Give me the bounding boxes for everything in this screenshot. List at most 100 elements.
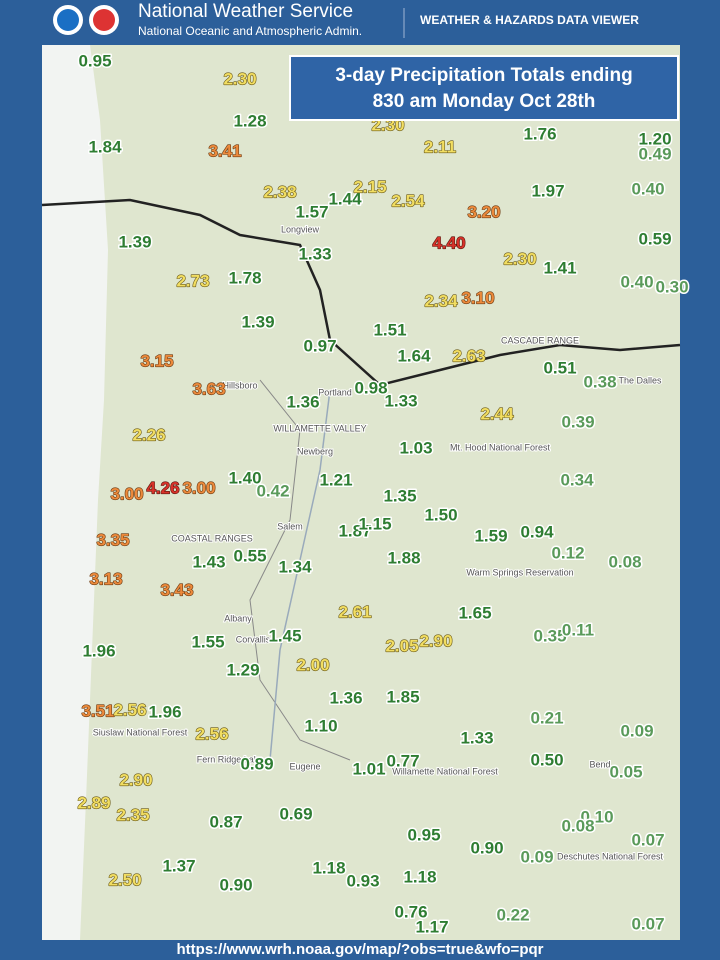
- precip-value: 1.39: [241, 312, 274, 331]
- place-label: Willamette National Forest: [392, 766, 498, 776]
- ocean: [42, 45, 108, 940]
- precip-value: 2.54: [391, 191, 425, 210]
- place-labels: Longview Hillsboro Portland Newberg Salem Alb…: [92, 223, 665, 862]
- precip-value: 3.15: [140, 351, 173, 370]
- precip-value: 3.51: [81, 701, 114, 720]
- precip-value: 1.57: [295, 202, 328, 221]
- precip-value: 0.93: [346, 871, 379, 890]
- precip-value: 0.40: [620, 272, 653, 291]
- precip-value: 1.84: [88, 137, 122, 156]
- precip-value: 2.34: [424, 291, 458, 310]
- precip-value: 1.59: [474, 526, 507, 545]
- precip-value: 0.09: [620, 721, 653, 740]
- precip-value: 3.00: [182, 478, 215, 497]
- header-subtitle: National Oceanic and Atmospheric Admin.: [138, 24, 362, 38]
- place-label: Eugene: [289, 761, 320, 771]
- precip-value: 1.33: [384, 391, 417, 410]
- precip-value: 3.43: [160, 580, 193, 599]
- precip-value: 0.76: [394, 902, 427, 921]
- precip-value: 3.35: [96, 530, 129, 549]
- precip-value: 0.07: [631, 914, 664, 933]
- header-bar: [0, 0, 720, 45]
- precip-value: 0.55: [233, 546, 266, 565]
- precip-value: 3.41: [208, 141, 241, 160]
- precip-value: 0.69: [279, 804, 312, 823]
- precip-value: 1.87: [338, 521, 371, 540]
- precip-value: 1.78: [228, 268, 261, 287]
- precip-value: 3.10: [461, 288, 494, 307]
- precip-value: 0.40: [631, 179, 664, 198]
- precip-value: 2.90: [419, 631, 452, 650]
- precip-value: 0.90: [219, 875, 252, 894]
- state-border: [41, 198, 681, 387]
- precip-value: 1.03: [399, 438, 432, 457]
- precip-value: 0.89: [240, 754, 273, 773]
- precip-value: 1.96: [82, 641, 115, 660]
- precip-value: 2.15: [353, 177, 386, 196]
- precip-value: 1.29: [226, 660, 259, 679]
- precip-value: 0.11: [562, 620, 594, 639]
- place-label: Newberg: [297, 446, 333, 456]
- precip-value: 2.50: [108, 870, 141, 889]
- precip-value: 2.26: [132, 425, 165, 444]
- precip-value: 1.50: [424, 505, 457, 524]
- precip-value: 1.43: [192, 552, 225, 571]
- precip-value: 1.39: [118, 232, 151, 251]
- precip-value: 2.11: [424, 137, 456, 156]
- precip-value: 1.28: [233, 111, 266, 130]
- precip-value: 0.94: [520, 522, 554, 541]
- precip-value: 2.63: [452, 346, 485, 365]
- precip-value: 2.90: [119, 770, 152, 789]
- noaa-logo-inner: [57, 9, 79, 31]
- precip-value: 1.85: [386, 687, 419, 706]
- precip-value: 0.21: [530, 708, 563, 727]
- place-label: WILLAMETTE VALLEY: [273, 423, 366, 433]
- precip-value: 0.34: [560, 470, 594, 489]
- precip-value: 1.97: [531, 181, 564, 200]
- precip-value: 1.44: [328, 189, 362, 208]
- precip-value: 1.36: [329, 688, 362, 707]
- place-label: Albany: [224, 613, 252, 623]
- precip-value: 0.38: [583, 372, 616, 391]
- precip-value: 0.49: [638, 144, 671, 163]
- precip-value: 2.61: [338, 602, 371, 621]
- precip-value: 3.13: [89, 569, 122, 588]
- place-label: Hillsboro: [222, 380, 257, 390]
- precip-value: 0.90: [470, 838, 503, 857]
- place-label: Warm Springs Reservation: [466, 567, 573, 577]
- precip-value: 1.20: [638, 129, 671, 148]
- precip-value: 1.34: [278, 557, 312, 576]
- title-box: [289, 55, 679, 121]
- precip-value: 2.05: [385, 636, 418, 655]
- precip-value: 1.15: [358, 514, 391, 533]
- precip-value: 1.18: [312, 858, 345, 877]
- map-land: [42, 45, 680, 940]
- precip-value: 0.22: [496, 905, 529, 924]
- precip-value: 1.64: [397, 346, 431, 365]
- precip-value: 1.65: [458, 603, 491, 622]
- precip-value: 1.96: [148, 702, 181, 721]
- place-label: Deschutes National Forest: [557, 851, 664, 861]
- place-label: Salem: [277, 521, 303, 531]
- precip-value: 2.00: [296, 655, 329, 674]
- station-values: 0.95 2.30 1.28 2.30 2.11 1.76 1.200.49 1.84 3.41…: [77, 50, 690, 938]
- precip-value: 0.59: [638, 229, 671, 248]
- precip-value: 0.42: [256, 481, 289, 500]
- precip-value: 2.56: [195, 724, 228, 743]
- precip-value: 1.21: [319, 470, 352, 489]
- nws-logo-inner: [93, 9, 115, 31]
- precip-value: 1.18: [403, 867, 436, 886]
- precip-value: 1.51: [373, 320, 406, 339]
- precip-value: 0.08: [561, 816, 594, 835]
- river: [269, 389, 331, 761]
- precip-value: 1.76: [523, 124, 556, 143]
- place-label: Longview: [281, 224, 320, 234]
- precip-value: 2.30: [223, 69, 256, 88]
- precip-value: 2.35: [116, 805, 149, 824]
- place-label: Corvallis: [236, 634, 271, 644]
- map-title-line2: 830 am Monday Oct 28th: [373, 91, 596, 112]
- precip-value: 1.88: [387, 548, 420, 567]
- precip-value: 0.98: [354, 378, 387, 397]
- precip-value: 2.44: [480, 404, 514, 423]
